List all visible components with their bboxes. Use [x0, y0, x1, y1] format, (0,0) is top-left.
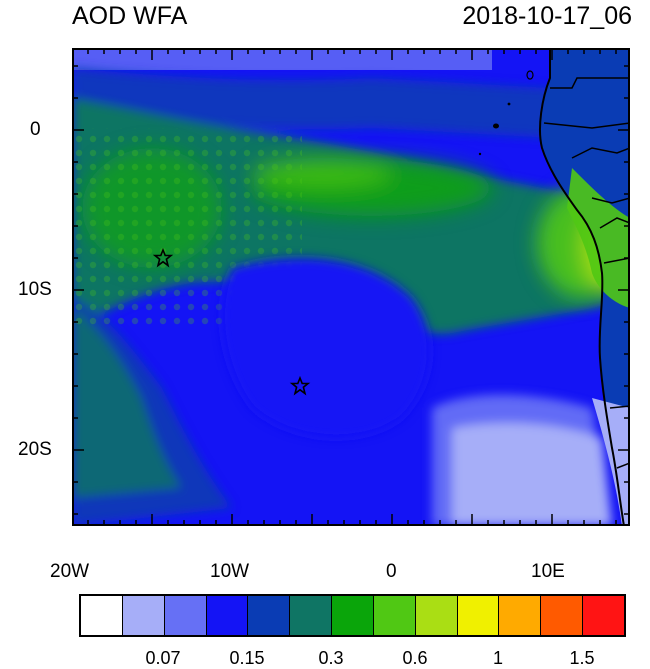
colorbar-cell	[81, 596, 123, 635]
colorbar	[79, 594, 626, 637]
colorbar-cell	[541, 596, 584, 635]
colorbar-cell	[122, 596, 165, 635]
colorbar-cell	[164, 596, 207, 635]
y-tick-label-0: 0	[30, 119, 41, 140]
colorbar-cell	[248, 596, 291, 635]
x-tick-label-10e: 10E	[531, 561, 565, 582]
colorbar-tick-label: 0.15	[229, 648, 265, 668]
colorbar-tick-label: 0.6	[402, 648, 428, 668]
colorbar-cell	[415, 596, 458, 635]
y-tick-label-10s: 10S	[18, 279, 52, 300]
colorbar-cell	[290, 596, 333, 635]
colorbar-tick-label: 0.07	[145, 648, 181, 668]
colorbar-cell	[373, 596, 416, 635]
colorbar-cell	[332, 596, 374, 635]
y-tick-label-20s: 20S	[18, 439, 52, 460]
colorbar-cell	[206, 596, 249, 635]
colorbar-tick-label: 1.5	[569, 648, 595, 668]
x-tick-label-20w: 20W	[50, 561, 90, 582]
y-ticks	[72, 65, 630, 515]
aod-map	[71, 48, 630, 526]
colorbar-tick-label: 0.3	[318, 648, 344, 668]
colorbar-cell	[583, 596, 624, 635]
aod-map-canvas	[71, 48, 630, 526]
colorbar-cell	[457, 596, 500, 635]
x-ticks	[71, 48, 617, 526]
map-title: AOD WFA	[72, 2, 188, 30]
x-tick-label-10w: 10W	[210, 561, 250, 582]
star-marker-north	[152, 247, 174, 268]
colorbar-tick-label: 1	[492, 648, 504, 668]
star-marker-south	[289, 375, 311, 396]
x-tick-label-0: 0	[386, 561, 397, 582]
map-timestamp: 2018-10-17_06	[462, 2, 632, 30]
colorbar-cell	[499, 596, 542, 635]
